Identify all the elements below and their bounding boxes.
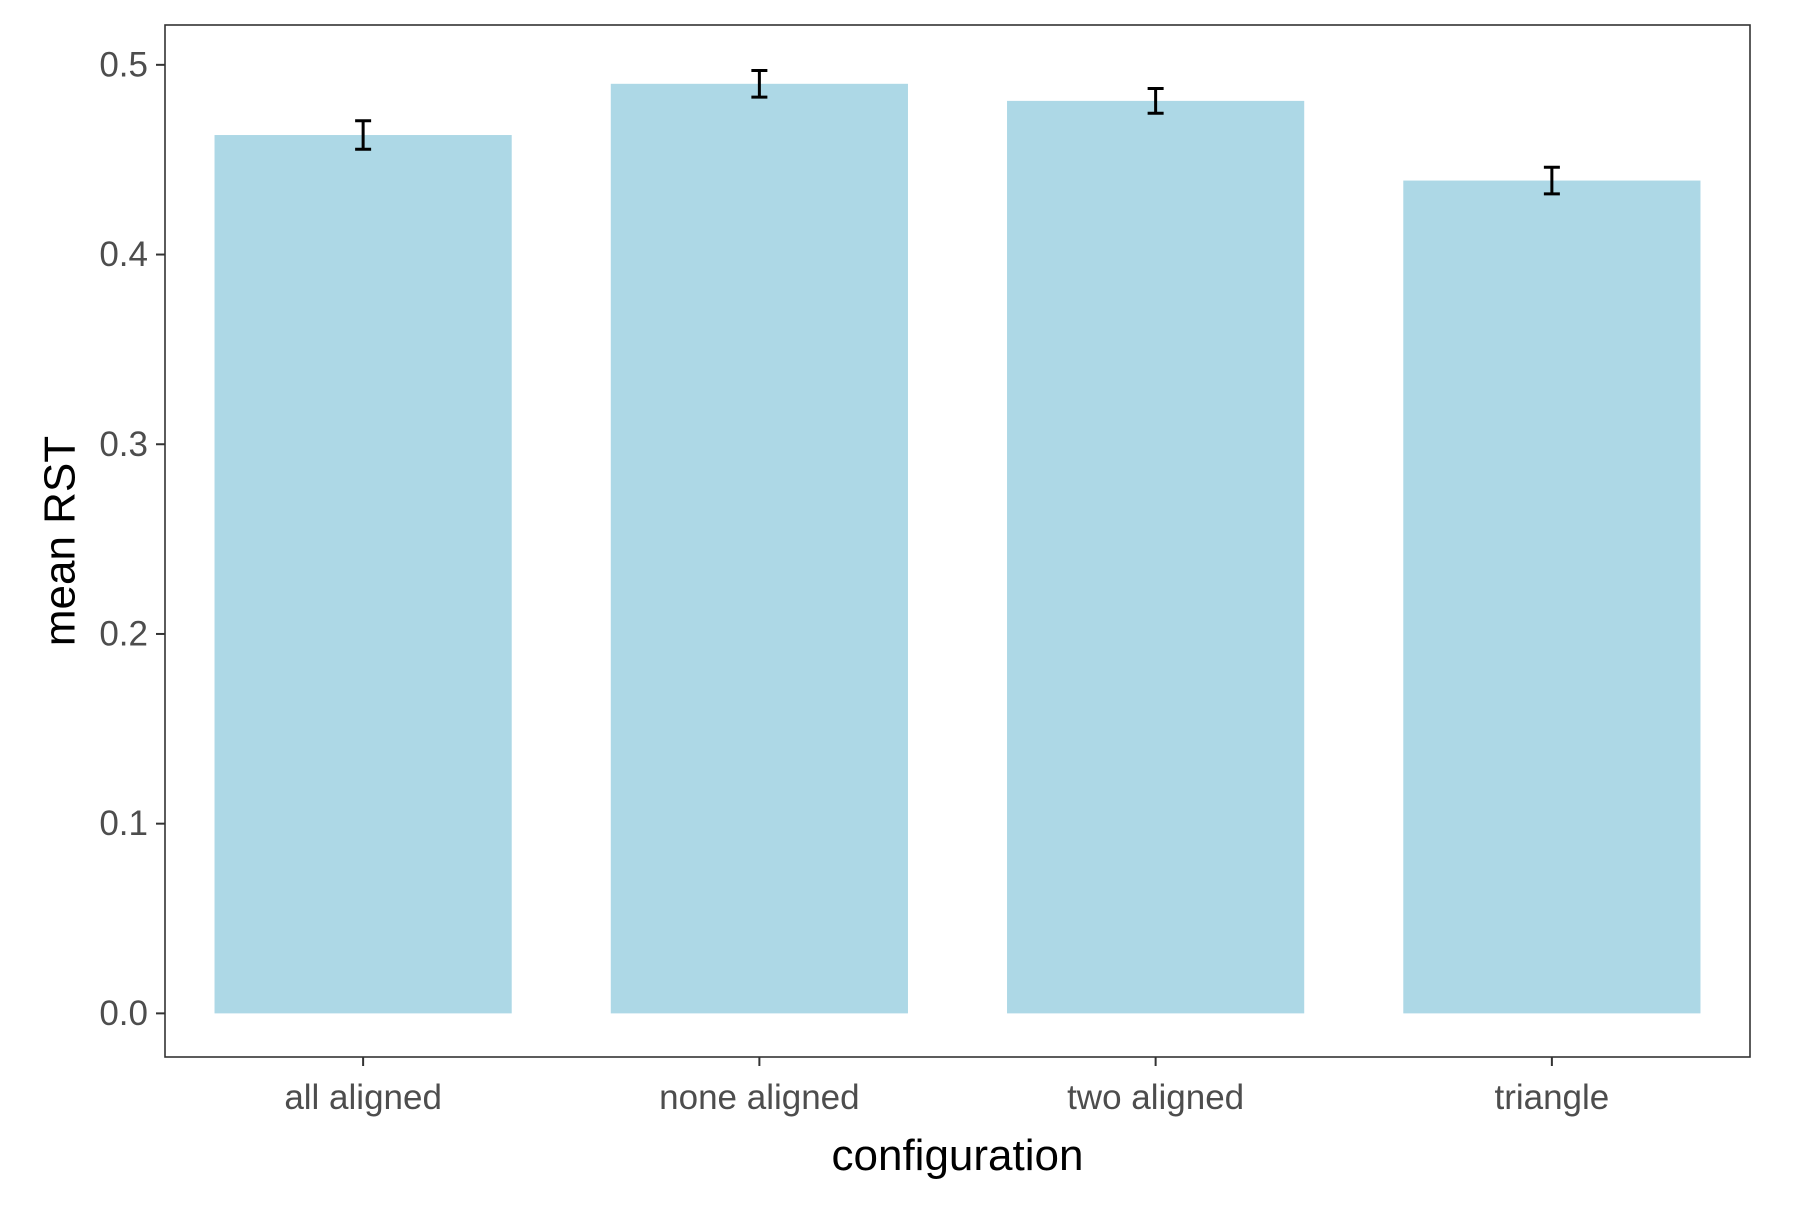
y-tick-label: 0.2 (99, 614, 148, 653)
plot-panel-border (164, 24, 1751, 1058)
error-bar-2 (751, 69, 768, 99)
x-axis: all aligned none aligned two aligned triang… (284, 1057, 1609, 1117)
x-axis-title: configuration (832, 1131, 1084, 1180)
x-tick-label: two aligned (1067, 1078, 1244, 1117)
bars-layer (214, 83, 1701, 1014)
error-bar-1 (355, 119, 372, 151)
y-tick-label: 0.1 (99, 804, 148, 843)
error-bars-layer (355, 69, 1560, 196)
x-tick-label: all aligned (284, 1078, 442, 1117)
y-tick-label: 0.5 (99, 45, 148, 84)
y-axis-title: mean RST (36, 436, 85, 646)
bar-4 (1403, 180, 1701, 1014)
error-bar-3 (1147, 87, 1164, 115)
error-bar-4 (1543, 165, 1560, 196)
bar-2 (610, 83, 908, 1014)
x-tick-label: triangle (1494, 1078, 1609, 1117)
bar-3 (1007, 100, 1305, 1014)
y-tick-label: 0.3 (99, 425, 148, 464)
y-tick-label: 0.0 (99, 994, 148, 1033)
y-axis: 0.0 0.1 0.2 0.3 0.4 0.5 (99, 45, 165, 1033)
x-tick-label: none aligned (659, 1078, 859, 1117)
bar-1 (214, 135, 512, 1014)
y-tick-label: 0.4 (99, 235, 148, 274)
